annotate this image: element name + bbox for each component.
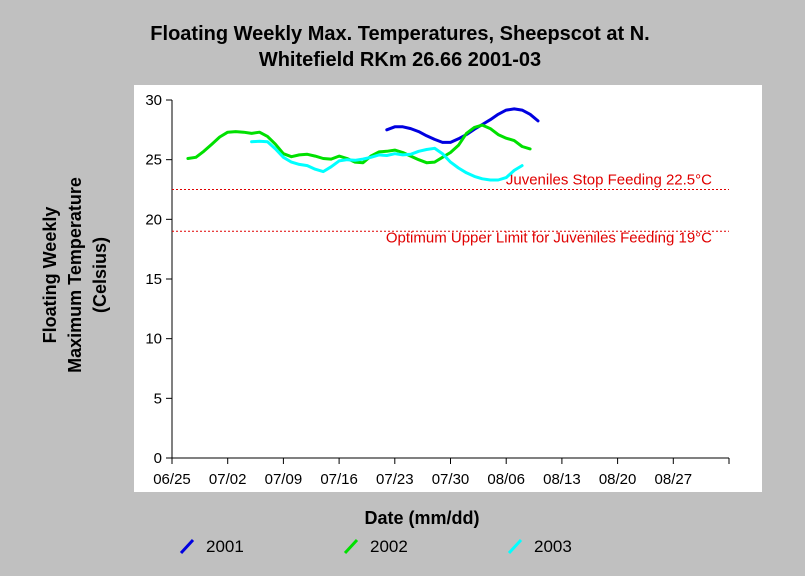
reference-line-label: Optimum Upper Limit for Juveniles Feedin… xyxy=(386,229,712,246)
x-tick-label: 08/27 xyxy=(655,471,693,488)
series-layer xyxy=(186,107,540,182)
y-axis-title-line-1: Floating Weekly xyxy=(40,207,60,344)
y-axis-title-line-3: (Celsius) xyxy=(90,237,110,313)
plot-area xyxy=(134,85,762,492)
y-tick-label: 5 xyxy=(154,390,162,407)
y-tick-label: 20 xyxy=(145,211,162,228)
reference-lines-layer: Juveniles Stop Feeding 22.5°C Optimum Upp… xyxy=(172,172,729,246)
reference-line-label: Juveniles Stop Feeding 22.5°C xyxy=(506,172,712,189)
x-axis-title: Date (mm/dd) xyxy=(364,508,479,528)
legend: 2001 2002 2003 xyxy=(179,537,572,556)
legend-label-2002: 2002 xyxy=(370,537,408,556)
x-tick-label: 07/30 xyxy=(432,471,470,488)
legend-swatch-2003 xyxy=(507,538,523,555)
chart-title-line-1: Floating Weekly Max. Temperatures, Sheep… xyxy=(150,23,649,45)
legend-swatch-2001 xyxy=(179,538,195,555)
y-axis-title: Floating Weekly Maximum Temperature (Cel… xyxy=(40,177,110,373)
chart-title-line-2: Whitefield RKm 26.66 2001-03 xyxy=(259,49,541,71)
x-tick-label: 08/13 xyxy=(543,471,581,488)
y-tick-label: 0 xyxy=(154,450,162,467)
legend-label-2003: 2003 xyxy=(534,537,572,556)
series-line-2003 xyxy=(250,139,524,182)
legend-label-2001: 2001 xyxy=(206,537,244,556)
x-tick-label: 07/23 xyxy=(376,471,414,488)
series-line-2002 xyxy=(186,123,532,165)
x-tick-label: 08/20 xyxy=(599,471,637,488)
x-tick-label: 07/16 xyxy=(320,471,358,488)
legend-swatch-2002 xyxy=(343,538,359,555)
y-tick-label: 10 xyxy=(145,331,162,348)
x-tick-label: 06/25 xyxy=(153,471,191,488)
x-tick-label: 07/09 xyxy=(265,471,303,488)
y-axis-title-line-2: Maximum Temperature xyxy=(65,177,85,373)
x-tick-label: 08/06 xyxy=(487,471,525,488)
y-tick-label: 30 xyxy=(145,92,162,109)
y-tick-label: 15 xyxy=(145,271,162,288)
x-tick-label: 07/02 xyxy=(209,471,247,488)
y-tick-label: 25 xyxy=(145,152,162,169)
axes-layer: 0 5 10 15 20 25 30 06/25 07/02 07/09 07/16 07/23 07/… xyxy=(145,92,730,488)
